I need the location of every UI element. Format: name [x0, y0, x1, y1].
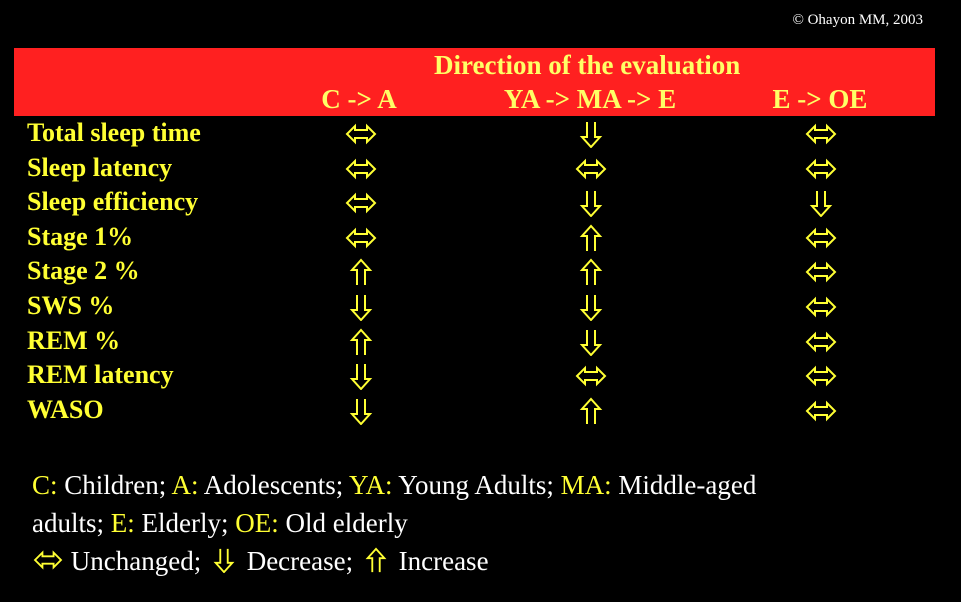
- decrease-arrow-icon: [345, 397, 377, 425]
- legend-line-2: adults; E: Elderly; OE: Old elderly: [32, 508, 408, 539]
- legend-abbreviation: E:: [110, 508, 135, 538]
- legend-abbreviation: MA:: [560, 470, 612, 500]
- legend-line-1: C: Children; A: Adolescents; YA: Young A…: [32, 470, 756, 501]
- banner-title: Direction of the evaluation: [434, 50, 741, 80]
- header-banner: Direction of the evaluation C -> A YA ->…: [14, 48, 935, 116]
- unchanged-arrow-icon: [805, 362, 837, 390]
- decrease-arrow-icon: [345, 362, 377, 391]
- increase-arrow-icon: [360, 547, 392, 573]
- legend-text: Middle-aged: [611, 470, 757, 500]
- legend-abbreviation: A:: [171, 470, 199, 500]
- legend-text: Old elderly: [278, 508, 408, 538]
- legend-abbreviation: C:: [32, 470, 58, 500]
- decrease-arrow-icon: [208, 547, 240, 574]
- legend-text: Unchanged;: [64, 546, 208, 576]
- unchanged-arrow-icon: [805, 397, 837, 425]
- row-label: WASO: [27, 394, 104, 424]
- row-label: Stage 2 %: [27, 256, 140, 286]
- legend-text: Adolescents;: [198, 470, 349, 500]
- legend-line-3: Unchanged; Decrease; Increase: [32, 546, 489, 577]
- unchanged-arrow-icon: [575, 155, 607, 183]
- legend-abbreviation: YA:: [349, 470, 393, 500]
- decrease-arrow-icon: [345, 293, 377, 321]
- decrease-arrow-icon: [575, 293, 607, 321]
- legend-text: Increase: [391, 546, 489, 576]
- unchanged-arrow-icon: [805, 120, 837, 148]
- unchanged-arrow-icon: [805, 293, 837, 321]
- legend-text: adults;: [32, 508, 111, 538]
- row-label: REM %: [27, 325, 121, 355]
- legend-text: Children;: [57, 470, 172, 500]
- row-label: Total sleep time: [27, 118, 201, 147]
- unchanged-arrow-icon: [345, 189, 377, 217]
- row-label: Sleep latency: [27, 152, 173, 182]
- unchanged-arrow-icon: [575, 362, 607, 390]
- row-label: Sleep efficiency: [27, 187, 199, 217]
- row-label: REM latency: [27, 360, 174, 390]
- unchanged-arrow-icon: [805, 328, 837, 356]
- legend-text: Elderly;: [134, 508, 236, 538]
- unchanged-arrow-icon: [805, 224, 837, 252]
- increase-arrow-icon: [575, 224, 607, 252]
- unchanged-arrow-icon: [345, 224, 377, 252]
- increase-arrow-icon: [575, 258, 607, 286]
- column-header-ya-ma-e: YA -> MA -> E: [503, 84, 677, 114]
- legend-text: Decrease;: [239, 546, 360, 576]
- unchanged-arrow-icon: [345, 155, 377, 183]
- unchanged-arrow-icon: [805, 155, 837, 183]
- unchanged-arrow-icon: [345, 120, 377, 148]
- decrease-arrow-icon: [575, 189, 607, 218]
- column-header-c-a: C -> A: [321, 84, 397, 114]
- unchanged-arrow-icon: [32, 547, 64, 573]
- unchanged-arrow-icon: [805, 258, 837, 286]
- increase-arrow-icon: [345, 258, 377, 286]
- copyright: © Ohayon MM, 2003: [792, 12, 923, 28]
- row-label: SWS %: [27, 291, 115, 320]
- legend-abbreviation: OE:: [235, 508, 279, 538]
- legend-text: Young Adults;: [392, 470, 561, 500]
- increase-arrow-icon: [345, 328, 377, 356]
- increase-arrow-icon: [575, 397, 607, 425]
- decrease-arrow-icon: [575, 120, 607, 148]
- column-header-e-oe: E -> OE: [772, 84, 868, 114]
- decrease-arrow-icon: [805, 189, 837, 218]
- row-label: Stage 1%: [27, 221, 134, 251]
- decrease-arrow-icon: [575, 328, 607, 356]
